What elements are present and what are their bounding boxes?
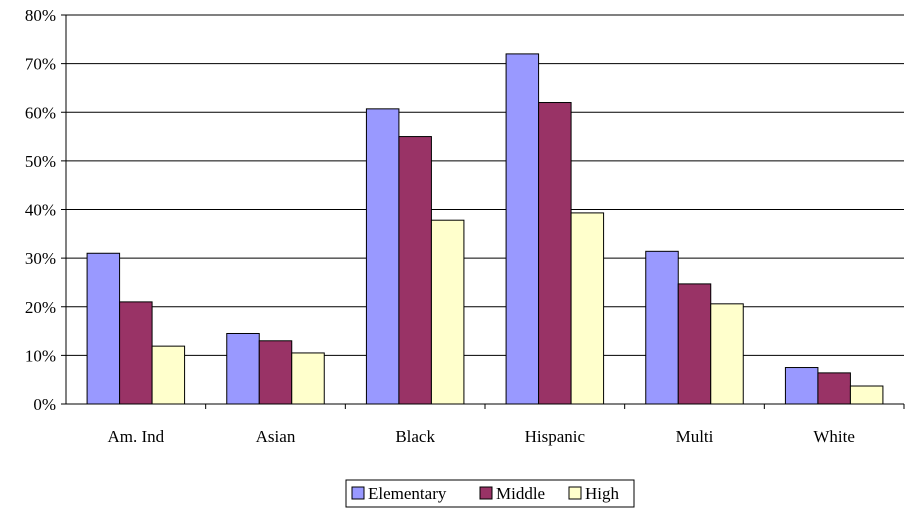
bars <box>86 53 884 405</box>
legend-swatch-middle <box>479 486 493 500</box>
y-axis-ticks: 0% 10% 20% 30% 40% 50% 60% 70% 80% <box>25 6 66 414</box>
y-tick-label: 80% <box>25 6 56 25</box>
x-tick-label: White <box>813 427 855 446</box>
bar-middle-4 <box>677 283 712 405</box>
y-tick-label: 0% <box>33 395 56 414</box>
bar-middle-2 <box>398 136 432 405</box>
legend: Elementary Middle High <box>345 479 635 508</box>
bar-elementary-2 <box>365 108 400 405</box>
y-tick-label: 70% <box>25 55 56 74</box>
y-tick-label: 40% <box>25 201 56 220</box>
bar-high-4 <box>710 303 744 405</box>
x-tick-label: Am. Ind <box>107 427 164 446</box>
y-tick-label: 10% <box>25 346 56 365</box>
bar-high-2 <box>430 219 465 405</box>
legend-swatch-elementary <box>351 486 365 500</box>
x-axis-ticks: Am. Ind Asian Black Hispanic Multi White <box>107 404 905 446</box>
bar-high-1 <box>291 352 325 405</box>
y-tick-label: 60% <box>25 103 56 122</box>
bar-high-0 <box>151 345 186 405</box>
bar-elementary-0 <box>86 252 121 405</box>
bar-elementary-3 <box>505 53 540 405</box>
bar-middle-3 <box>538 102 572 405</box>
x-tick-label: Hispanic <box>525 427 586 446</box>
bar-high-3 <box>570 212 605 405</box>
legend-label-middle: Middle <box>496 484 545 503</box>
bar-elementary-4 <box>645 250 679 405</box>
x-tick-label: Black <box>395 427 435 446</box>
bar-high-5 <box>849 385 884 405</box>
y-tick-label: 30% <box>25 249 56 268</box>
bar-middle-1 <box>258 340 293 405</box>
bar-elementary-1 <box>226 332 260 405</box>
bar-elementary-5 <box>784 367 819 405</box>
legend-label-elementary: Elementary <box>368 484 447 503</box>
y-tick-label: 50% <box>25 152 56 171</box>
x-tick-label: Multi <box>676 427 714 446</box>
bar-middle-0 <box>119 301 153 405</box>
legend-swatch-high <box>568 486 582 500</box>
bar-middle-5 <box>817 372 851 405</box>
legend-label-high: High <box>585 484 620 503</box>
y-tick-label: 20% <box>25 298 56 317</box>
gridlines <box>66 14 904 356</box>
x-tick-label: Asian <box>256 427 296 446</box>
